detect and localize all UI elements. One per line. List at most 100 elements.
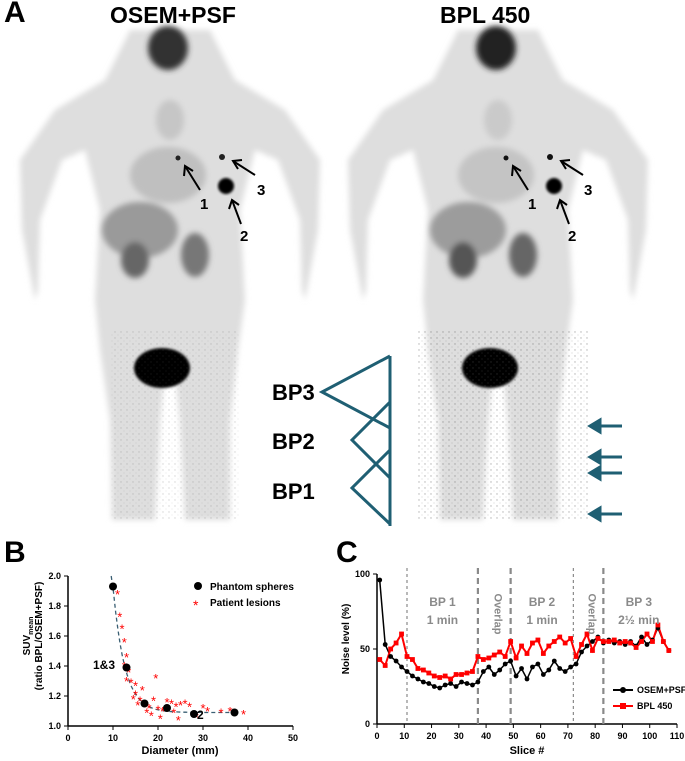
chart-b-ylabel-main: SUVmean xyxy=(22,617,35,656)
panel-a-letter: A xyxy=(4,0,26,29)
lesion-label-2-right: 2 xyxy=(568,228,577,245)
chart-c-point-osem xyxy=(644,642,650,647)
lesion-arrows-left xyxy=(183,159,256,225)
chart-c-xtick-label: 100 xyxy=(642,731,657,741)
chart-b-patient-point: * xyxy=(153,671,158,686)
chart-c-point-bpl xyxy=(546,643,552,649)
chart-c: 0 10 20 30 40 50 60 70 80 90 100 110 0 50 100 BP 1 1 mi… xyxy=(341,568,685,757)
pet-right-title: BPL 450 xyxy=(440,2,531,28)
bed-position-label-bp3: BP3 xyxy=(272,380,315,405)
chart-c-xtick-label: 110 xyxy=(670,731,685,741)
chart-c-point-bpl xyxy=(508,639,514,644)
chart-c-point-osem xyxy=(639,634,644,640)
bed-position-label-bp2: BP2 xyxy=(272,429,315,454)
chart-b-patient-point: * xyxy=(182,697,187,712)
chart-b-patient-point: * xyxy=(171,706,176,721)
chart-c-point-osem xyxy=(502,661,508,667)
chart-c-point-osem xyxy=(382,642,388,647)
chart-c-xtick-label: 60 xyxy=(536,731,546,741)
chart-c-point-bpl xyxy=(617,640,623,646)
chart-b-ytick-label: 1.4 xyxy=(48,661,61,671)
chart-b-annotation-1-3: 1&3 xyxy=(93,658,115,672)
chart-c-point-bpl xyxy=(666,648,672,653)
chart-b-ytick-label: 1.2 xyxy=(48,691,61,701)
chart-c-point-osem xyxy=(448,681,454,686)
chart-b-patient-point: * xyxy=(151,694,156,709)
chart-b-ylabel-sub: mean xyxy=(28,617,35,635)
chart-c-point-osem xyxy=(579,649,584,655)
chart-c-point-bpl xyxy=(382,663,388,668)
chart-c-point-bpl xyxy=(431,673,437,679)
chart-c-region-label: BP 2 xyxy=(529,595,556,609)
pet-images xyxy=(20,26,648,526)
lesion-label-3-right: 3 xyxy=(584,182,593,199)
chart-c-point-osem xyxy=(530,664,535,670)
chart-b-ytick-label: 1.8 xyxy=(48,601,61,611)
chart-c-region-label: BP 3 xyxy=(626,595,653,609)
chart-b-patient-point: * xyxy=(158,712,163,727)
chart-c-point-bpl xyxy=(650,639,655,644)
chart-c-point-osem xyxy=(377,577,383,583)
chart-b-patient-point: * xyxy=(160,704,165,719)
chart-c-region-label-overlap: Overlap xyxy=(491,594,503,635)
chart-c-point-bpl xyxy=(524,651,530,656)
chart-b-ytick-label: 1.0 xyxy=(48,721,61,731)
chart-b-patient-point: * xyxy=(131,692,136,707)
chart-c-region-label: 2½ min xyxy=(618,613,659,627)
chart-c-point-bpl xyxy=(611,637,617,643)
chart-c-xtick-label: 50 xyxy=(508,731,518,741)
chart-c-point-bpl xyxy=(590,648,595,653)
chart-b-patient-point: * xyxy=(218,706,223,721)
chart-c-point-bpl xyxy=(519,643,524,649)
chart-c-point-bpl xyxy=(600,639,606,644)
chart-c-legend-osem: OSEM+PSF xyxy=(637,685,685,695)
chart-c-point-bpl xyxy=(388,646,394,652)
chart-b-patient-point: * xyxy=(205,704,210,719)
chart-c-point-bpl xyxy=(377,657,383,662)
chart-c-xlabel: Slice # xyxy=(510,745,545,757)
chart-c-point-osem xyxy=(470,682,475,688)
panel-b-letter: B xyxy=(4,536,26,569)
chart-c-point-osem xyxy=(404,669,410,674)
chart-c-point-osem xyxy=(486,664,492,670)
chart-c-axes: 0 10 20 30 40 50 60 70 80 90 100 110 0 50 100 xyxy=(355,569,684,741)
chart-b-patient-point: * xyxy=(126,665,131,680)
chart-b-legend-phantom: Phantom spheres xyxy=(210,582,294,593)
chart-b-patient-point: * xyxy=(146,701,151,716)
chart-c-point-bpl xyxy=(551,639,557,644)
chart-b-fit-curve xyxy=(110,575,238,714)
chart-c-point-osem xyxy=(393,658,399,664)
chart-c-point-osem xyxy=(491,672,497,677)
chart-b-xtick-label: 30 xyxy=(198,733,208,743)
chart-c-point-bpl xyxy=(562,640,568,646)
chart-c-xtick-label: 10 xyxy=(399,731,409,741)
chart-b-patient-point: * xyxy=(133,688,138,703)
chart-c-point-bpl xyxy=(535,637,541,643)
pet-left-body xyxy=(20,26,320,520)
chart-c-point-bpl xyxy=(530,640,535,646)
chart-c-xtick-label: 40 xyxy=(481,731,491,741)
chart-c-xtick-label: 20 xyxy=(427,731,437,741)
chart-c-point-bpl xyxy=(437,675,443,680)
chart-c-point-bpl xyxy=(404,654,410,659)
chart-c-xtick-label: 70 xyxy=(563,731,573,741)
chart-c-point-bpl xyxy=(579,642,584,647)
chart-c-point-osem xyxy=(557,666,563,671)
chart-c-point-bpl xyxy=(442,673,448,679)
chart-c-ytick-label: 50 xyxy=(360,644,370,654)
chart-b-xtick-label: 0 xyxy=(65,733,70,743)
bed-position-label-bp1: BP1 xyxy=(272,479,315,504)
chart-b-patient-point: * xyxy=(117,610,122,625)
chart-c-marks xyxy=(377,577,672,691)
chart-c-point-bpl xyxy=(644,631,650,637)
chart-c-point-bpl xyxy=(464,670,470,676)
chart-c-point-osem xyxy=(480,669,486,674)
slice-arrows xyxy=(587,417,622,523)
chart-b-patient-point: * xyxy=(227,704,232,719)
chart-c-point-osem xyxy=(551,658,557,664)
chart-c-point-osem xyxy=(399,664,404,670)
chart-c-point-osem xyxy=(415,676,421,682)
chart-b-legend-marker-phantom xyxy=(194,582,202,590)
chart-b-patient-point: * xyxy=(137,694,142,709)
chart-b-xtick-label: 50 xyxy=(288,733,298,743)
